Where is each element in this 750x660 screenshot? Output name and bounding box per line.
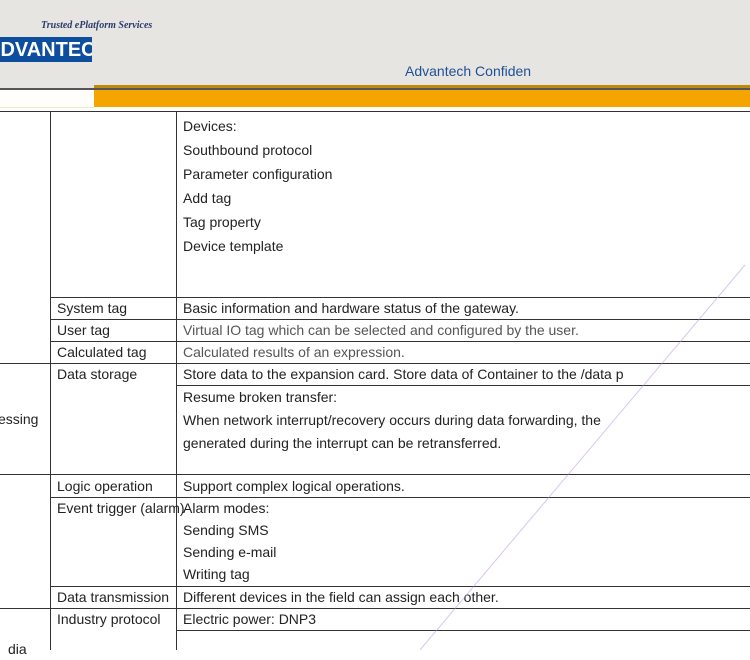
header-rule-left bbox=[0, 88, 94, 90]
table-rule bbox=[0, 608, 750, 609]
desc-cell: Sending e-mail bbox=[183, 544, 277, 560]
feature-cell: System tag bbox=[57, 300, 128, 316]
feature-cell: Data transmission bbox=[57, 589, 170, 605]
table-rule bbox=[50, 341, 750, 342]
table-rule bbox=[176, 111, 177, 650]
desc-cell: Virtual IO tag which can be selected and… bbox=[183, 322, 579, 338]
group-label: dia bbox=[8, 641, 27, 657]
confidential-label: Advantech Confiden bbox=[405, 63, 532, 79]
cell-text: Device template bbox=[183, 238, 284, 254]
desc-cell: Sending SMS bbox=[183, 522, 269, 538]
desc-cell: Basic information and hardware status of… bbox=[183, 300, 519, 316]
table-rule bbox=[50, 111, 51, 650]
header-rule-right bbox=[94, 88, 750, 90]
feature-cell: Calculated tag bbox=[57, 344, 147, 360]
table-rule bbox=[50, 319, 750, 320]
desc-cell: When network interrupt/recovery occurs d… bbox=[183, 412, 601, 428]
desc-cell: Electric power: DNP3 bbox=[183, 611, 317, 627]
table-rule bbox=[176, 630, 750, 631]
cell-text: Add tag bbox=[183, 190, 232, 206]
desc-cell: Different devices in the field can assig… bbox=[183, 589, 499, 605]
header-orange-band bbox=[94, 90, 750, 107]
desc-cell: Resume broken transfer: bbox=[183, 389, 338, 405]
table-rule bbox=[50, 297, 750, 298]
page-header: Trusted ePlatform Services ADVANTECH Adv… bbox=[0, 0, 750, 88]
feature-cell: User tag bbox=[57, 322, 110, 338]
table-rule bbox=[0, 474, 750, 475]
advantech-logo: ADVANTECH bbox=[0, 37, 92, 62]
cell-text: Parameter configuration bbox=[183, 166, 333, 182]
desc-cell: Alarm modes: bbox=[183, 500, 270, 516]
header-band-left bbox=[0, 90, 94, 108]
feature-cell: Event trigger (alarm) bbox=[57, 500, 185, 516]
desc-cell: Calculated results of an expression. bbox=[183, 344, 405, 360]
cell-text: Devices: bbox=[183, 118, 237, 134]
table-rule bbox=[0, 363, 750, 364]
cell-text: Tag property bbox=[183, 214, 261, 230]
desc-cell: generated during the interrupt can be re… bbox=[183, 435, 502, 451]
tagline: Trusted ePlatform Services bbox=[41, 20, 153, 31]
header-rule bbox=[94, 85, 750, 88]
table-rule bbox=[50, 497, 750, 498]
feature-cell: Industry protocol bbox=[57, 611, 161, 627]
group-label: essing bbox=[0, 411, 39, 427]
desc-cell: Store data to the expansion card. Store … bbox=[183, 366, 624, 382]
feature-cell: Data storage bbox=[57, 366, 138, 382]
table-rule bbox=[50, 586, 750, 587]
desc-cell: Support complex logical operations. bbox=[183, 478, 405, 494]
feature-cell: Logic operation bbox=[57, 478, 153, 494]
table-rule bbox=[0, 111, 750, 112]
desc-cell: Writing tag bbox=[183, 566, 250, 582]
cell-text: Southbound protocol bbox=[183, 142, 313, 158]
